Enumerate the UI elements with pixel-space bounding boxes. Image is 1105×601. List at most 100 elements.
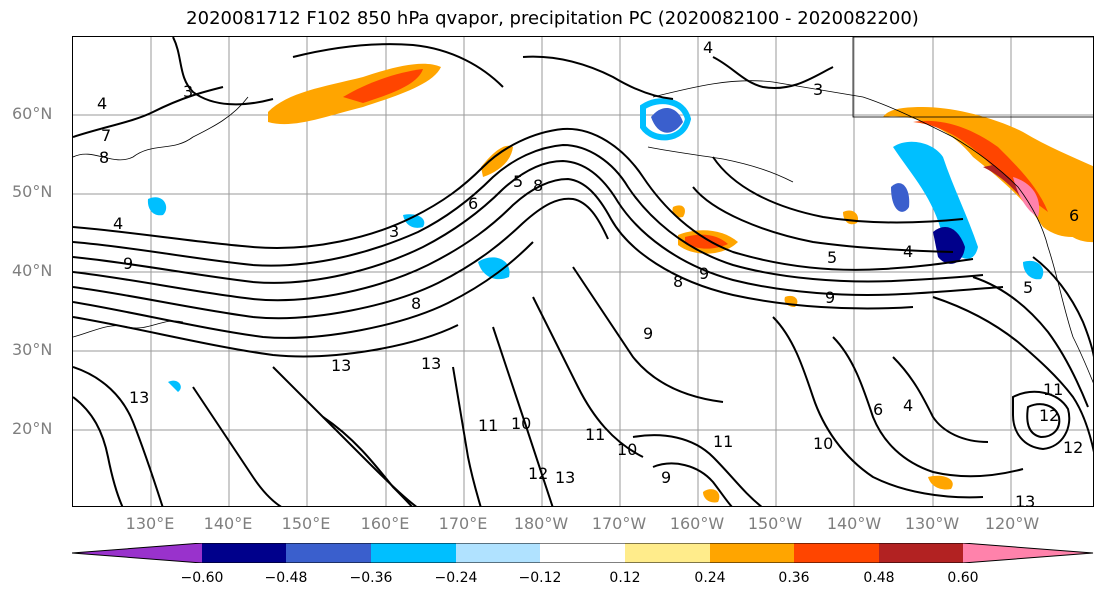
precip-negative (168, 380, 181, 392)
contour-label: 10 (813, 434, 833, 453)
contour-label: 4 (903, 396, 913, 415)
lon-label: 150°E (281, 514, 331, 533)
precip-strong-positive (913, 120, 1048, 212)
precip-positive (703, 489, 720, 503)
lon-label: 130°E (125, 514, 175, 533)
contour-label: 6 (873, 400, 883, 419)
contour-label: 8 (99, 148, 109, 167)
contour-label: 6 (468, 194, 478, 213)
precip-negative (403, 214, 425, 228)
contour-label: 9 (643, 324, 653, 343)
contour-label: 9 (699, 264, 709, 283)
colorbar-segment (710, 543, 794, 563)
contour-label: 13 (421, 354, 441, 373)
colorbar-tick-label: 0.48 (863, 570, 895, 586)
contour-label: 6 (1069, 206, 1079, 225)
contour-label: 10 (511, 414, 531, 433)
contour-label: 9 (661, 468, 671, 487)
precip-positive (928, 475, 953, 490)
lon-label: 170°E (438, 514, 488, 533)
contour-label: 13 (555, 468, 575, 487)
contour-label: 11 (585, 425, 605, 444)
precip-positive (843, 210, 859, 225)
precip-negative (651, 107, 683, 133)
contour-label: 11 (1043, 380, 1063, 399)
lon-label: 150°W (747, 514, 803, 533)
contour-label: 3 (183, 82, 193, 101)
lon-label: 160°E (360, 514, 410, 533)
precip-positive (1063, 225, 1093, 243)
contour-label: 5 (513, 172, 523, 191)
colorbar-outline (72, 543, 1094, 563)
coastlines (73, 37, 1093, 384)
contour-label: 8 (533, 176, 543, 195)
lon-label: 130°W (904, 514, 960, 533)
contour-label: 8 (673, 272, 683, 291)
colorbar-tick-label: 0.36 (778, 570, 810, 586)
colorbar-tick-label: −0.48 (264, 570, 308, 586)
colorbar-segment (625, 543, 710, 563)
colorbar-segment (286, 543, 371, 563)
precip-negative (1023, 260, 1044, 280)
contour-label: 12 (1039, 406, 1059, 425)
precip-negative (478, 257, 510, 280)
precip-negative (893, 141, 978, 259)
lat-label: 60°N (12, 104, 53, 123)
colorbar-tick-label: −0.60 (180, 570, 224, 586)
vapor-contours (73, 37, 1093, 506)
colorbar-tick-label: 0.24 (694, 570, 726, 586)
contour-label: 8 (411, 294, 421, 313)
lat-label: 30°N (12, 340, 53, 359)
map-title: 2020081712 F102 850 hPa qvapor, precipit… (186, 8, 919, 29)
colorbar-segment (72, 543, 202, 563)
contour-label: 5 (1023, 278, 1033, 297)
contour-label: 13 (1015, 492, 1035, 507)
precip-positive (481, 145, 513, 177)
contour-label: 11 (478, 416, 498, 435)
map-panel[interactable]: 4 3 8 7 4 9 6 3 5 8 13 13 11 10 11 12 13… (72, 36, 1094, 507)
contour-label: 9 (825, 288, 835, 307)
colorbar-segment (456, 543, 540, 563)
colorbar-tick-label: −0.36 (349, 570, 393, 586)
colorbar-segment (540, 543, 625, 563)
contour-label: 5 (827, 248, 837, 267)
precip-negative (147, 197, 167, 216)
colorbar (72, 543, 1094, 563)
contour-label: 13 (129, 388, 149, 407)
contour-label: 7 (101, 126, 111, 145)
colorbar-segment (963, 543, 1094, 563)
colorbar-segment (371, 543, 456, 563)
colorbar-segment (202, 543, 286, 563)
contour-label: 12 (1063, 438, 1083, 457)
precip-extreme-positive (1013, 177, 1040, 217)
lon-label: 140°W (826, 514, 882, 533)
contour-label: 10 (617, 440, 637, 459)
colorbar-tick-label: −0.24 (434, 570, 478, 586)
contour-label-group: 4 3 8 7 4 9 6 3 5 8 13 13 11 10 11 12 13… (97, 38, 1083, 507)
contour-label: 4 (97, 94, 107, 113)
contour-label: 12 (528, 464, 548, 483)
precip-positive (672, 205, 685, 218)
lon-label: 140°E (203, 514, 253, 533)
precip-negative (891, 183, 910, 212)
lon-label: 120°W (984, 514, 1040, 533)
precip-strong-negative (933, 227, 965, 264)
lat-label: 50°N (12, 182, 53, 201)
colorbar-segment (879, 543, 963, 563)
map-canvas: 4 3 8 7 4 9 6 3 5 8 13 13 11 10 11 12 13… (73, 37, 1093, 507)
lon-label: 170°W (591, 514, 647, 533)
precip-patches (147, 63, 1093, 503)
contour-label: 4 (113, 214, 123, 233)
colorbar-tick-label: 0.12 (609, 570, 641, 586)
precip-negative (640, 98, 692, 141)
lon-label: 180°W (513, 514, 569, 533)
contour-label: 3 (389, 222, 399, 241)
lat-label: 40°N (12, 261, 53, 280)
contour-label: 9 (123, 254, 133, 273)
contour-label: 11 (713, 432, 733, 451)
precip-extreme-positive (983, 165, 1028, 207)
lon-label: 160°W (669, 514, 725, 533)
colorbar-tick-label: 0.60 (947, 570, 979, 586)
lat-label: 20°N (12, 419, 53, 438)
colorbar-segment (794, 543, 879, 563)
